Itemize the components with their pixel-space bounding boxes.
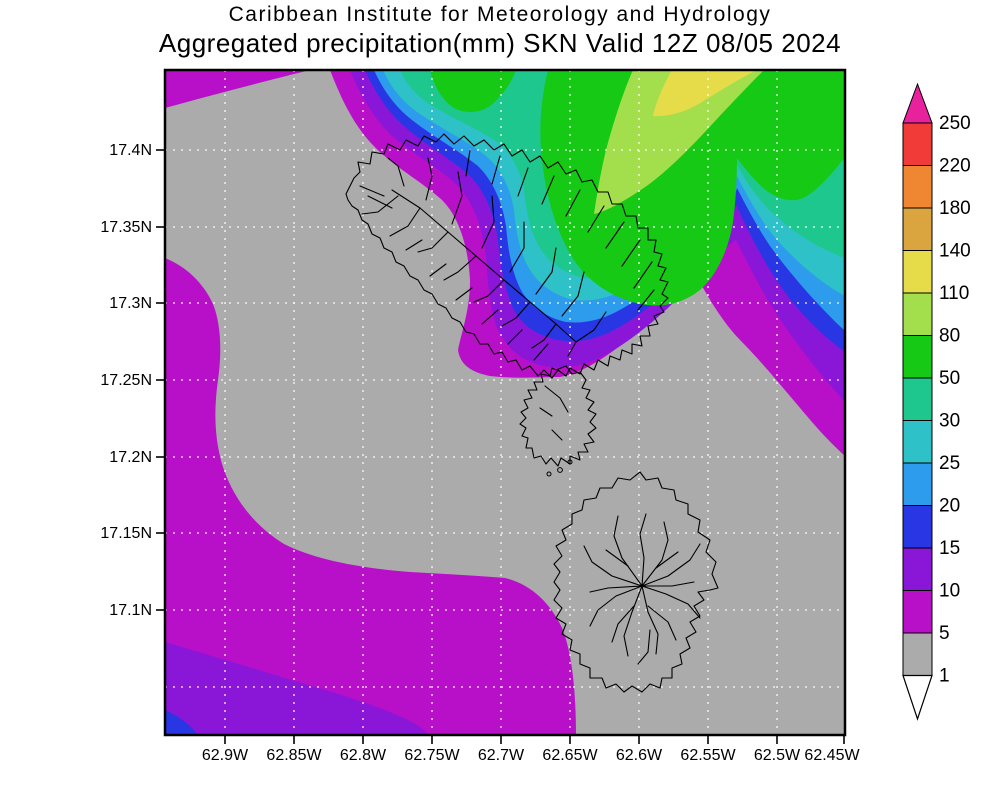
watershed-lines-st-kitts [359, 149, 655, 361]
colorbar-label: 80 [939, 326, 960, 347]
colorbar-label: 25 [939, 453, 960, 474]
lat-tick-label: 17.3N [109, 295, 152, 312]
lat-tick-label: 17.15N [100, 525, 152, 542]
colorbar-seg-140-180 [902, 207, 933, 251]
lat-tick-label: 17.35N [100, 219, 152, 236]
lon-tick-label: 62.7W [478, 747, 525, 764]
contour-region-5-10mm-topleft [165, 70, 310, 108]
islet-dot [546, 471, 552, 477]
contour-region-80-110mm [594, 70, 764, 214]
contour-region-110-140mm [653, 70, 757, 117]
colorbar-label: 10 [939, 581, 960, 602]
colorbar-label: 15 [939, 538, 960, 559]
colorbar-label: 5 [939, 623, 950, 644]
colorbar-seg-15-20 [902, 505, 933, 549]
colorbar-label: 140 [939, 241, 971, 262]
colorbar-seg-110-140 [902, 250, 933, 294]
colorbar-label: 110 [939, 283, 969, 304]
title-line-1: Caribbean Institute for Meteorology and … [228, 3, 772, 26]
peninsula-coastline [519, 365, 597, 467]
islet-dot [557, 467, 563, 473]
lon-tick-label: 62.6W [616, 747, 663, 764]
title-line-2: Aggregated precipitation(mm) SKN Valid 1… [158, 28, 842, 58]
lat-tick-label: 17.4N [109, 142, 152, 159]
lon-tick-label: 62.65W [542, 747, 598, 764]
colorbar-seg-5-10 [902, 590, 933, 634]
lon-tick-label: 62.5W [754, 747, 801, 764]
colorbar-seg-25-30 [902, 420, 933, 464]
lat-tick-label: 17.2N [109, 449, 152, 466]
island-nevis-coastline [553, 471, 719, 693]
colorbar-seg-50-80 [902, 335, 933, 379]
colorbar-label: 1 [939, 666, 950, 687]
graticule-gridlines [165, 70, 845, 735]
colorbar-label: 220 [939, 156, 971, 177]
lon-tick-label: 62.75W [404, 747, 460, 764]
colorbar-seg-220-250 [902, 122, 933, 166]
contour-region-10-15mm-southwest [165, 642, 428, 735]
colorbar-arrow-bottom-lt1 [902, 674, 933, 721]
watershed-lines-nevis [583, 513, 701, 665]
watershed-lines-peninsula [539, 385, 569, 441]
lat-tick-label: 17.25N [100, 372, 152, 389]
lon-tick-label: 62.55W [680, 747, 736, 764]
latitude-axis: 17.4N 17.35N 17.3N 17.25N 17.2N 17.15N 1… [100, 142, 164, 619]
contour-region-15-20mm-southwest-corner [165, 710, 198, 735]
lon-tick-label: 62.85W [266, 747, 322, 764]
contour-region-50-80mm-tongue [430, 70, 516, 112]
colorbar-seg-30-50 [902, 377, 933, 421]
lon-tick-label: 62.8W [340, 747, 387, 764]
island-st-kitts-coastline [345, 133, 669, 379]
colorbar-label: 20 [939, 496, 960, 517]
colorbar-label: 180 [939, 198, 971, 219]
island-nevis [553, 471, 719, 693]
colorbar-label: 30 [939, 411, 960, 432]
island-st-kitts [345, 133, 669, 379]
colorbar-seg-1-5 [902, 632, 933, 676]
lat-tick-label: 17.1N [109, 602, 152, 619]
lon-tick-label: 62.45W [804, 747, 860, 764]
map-border [163, 68, 847, 737]
colorbar-legend: 250 220 180 140 110 80 50 30 25 20 15 10… [902, 82, 971, 721]
colorbar-seg-80-110 [902, 292, 933, 336]
colorbar-label: 250 [939, 113, 971, 134]
islet-dot [567, 459, 573, 465]
colorbar-arrow-top-gt250 [902, 82, 933, 124]
contour-fill-layers [165, 70, 845, 735]
colorbar-seg-10-15 [902, 547, 933, 591]
island-se-peninsula [519, 365, 597, 477]
lon-tick-label: 62.9W [202, 747, 249, 764]
longitude-axis: 62.9W 62.85W 62.8W 62.75W 62.7W 62.65W 6… [202, 736, 860, 764]
colorbar-seg-180-220 [902, 165, 933, 209]
colorbar-seg-20-25 [902, 462, 933, 506]
colorbar-label: 50 [939, 368, 960, 389]
chart-titles: Caribbean Institute for Meteorology and … [0, 2, 1000, 58]
contour-region-5-10mm-west-south [165, 258, 576, 735]
